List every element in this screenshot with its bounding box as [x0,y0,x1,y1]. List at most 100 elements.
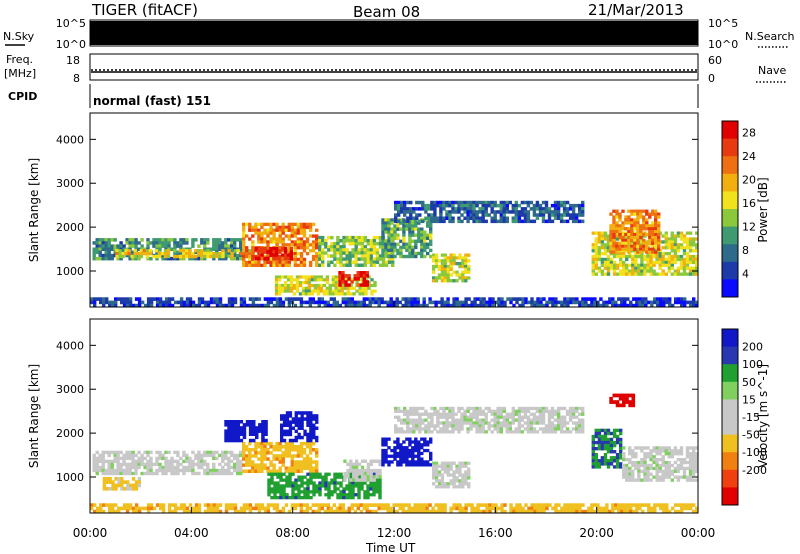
data-cell [293,260,298,265]
data-cell [116,244,120,248]
data-cell [541,406,546,411]
data-cell [500,297,504,301]
data-cell [305,457,310,461]
data-cell [285,432,290,437]
data-cell [602,303,606,308]
data-cell [615,393,620,398]
data-cell [90,503,94,507]
data-cell [466,406,470,411]
data-cell [642,209,646,213]
data-cell [242,506,247,511]
data-cell [565,210,570,214]
data-cell [233,256,237,261]
data-cell [374,509,378,514]
data-cell [615,462,620,466]
data-cell [550,412,555,416]
data-cell [383,503,387,507]
data-cell [508,415,512,419]
data-cell [670,231,674,235]
data-cell [254,466,258,470]
data-cell [212,509,217,514]
data-cell [154,249,159,253]
data-cell [575,427,579,431]
data-cell [487,213,491,217]
data-cell [541,412,546,416]
data-cell [637,469,641,473]
data-cell [167,459,171,464]
data-cell [308,228,313,232]
data-cell [107,462,111,467]
data-cell [348,496,352,500]
data-cell [622,466,626,471]
data-cell [263,303,268,308]
data-cell [269,445,273,449]
data-cell [257,222,261,226]
data-cell [279,493,283,497]
data-cell [412,207,416,211]
data-cell [442,427,446,431]
data-cell [369,257,374,261]
data-cell [446,279,450,283]
data-cell [631,260,635,265]
data-cell [324,493,328,497]
data-cell [429,227,433,231]
data-cell [484,421,488,425]
data-cell [294,496,298,500]
data-cell [387,230,391,234]
data-cell [559,418,564,422]
data-cell [122,244,126,248]
data-cell [423,437,427,441]
data-cell [236,238,240,242]
data-cell [407,300,411,305]
data-cell [633,209,637,213]
data-cell [311,234,316,238]
data-cell [409,213,413,217]
data-cell [416,506,420,511]
data-cell [242,469,246,473]
data-cell [291,484,295,488]
data-cell [261,429,265,433]
data-cell [254,469,258,473]
data-cell [363,481,367,485]
data-cell [691,266,696,270]
data-cell [642,218,646,222]
data-cell [158,456,162,461]
data-cell [651,224,655,228]
data-cell [365,503,369,507]
data-cell [526,219,531,224]
data-cell [403,430,407,434]
data-cell [673,252,678,256]
data-cell [373,283,377,288]
data-cell [340,286,344,290]
data-cell [505,427,509,431]
data-cell [224,456,228,461]
data-cell [475,200,479,205]
data-cell [284,234,288,238]
data-cell [107,244,111,248]
data-cell [227,423,231,427]
data-cell [308,448,313,452]
data-cell [327,484,331,488]
data-cell [149,456,153,461]
data-cell [654,215,658,219]
data-cell [464,253,468,257]
data-cell [478,409,482,413]
data-cell [282,472,286,476]
data-cell [302,457,307,461]
data-cell [393,242,397,246]
data-cell [410,509,414,514]
data-cell [544,427,549,431]
data-cell [387,218,391,222]
data-cell [116,468,120,473]
data-cell [280,435,284,440]
data-cell [667,252,671,256]
data-cell [508,427,512,431]
data-cell [393,448,397,453]
data-cell [473,303,477,308]
data-cell [679,263,684,267]
data-cell [372,475,376,479]
data-cell [527,300,531,305]
data-cell [682,475,687,479]
data-cell [397,210,401,214]
